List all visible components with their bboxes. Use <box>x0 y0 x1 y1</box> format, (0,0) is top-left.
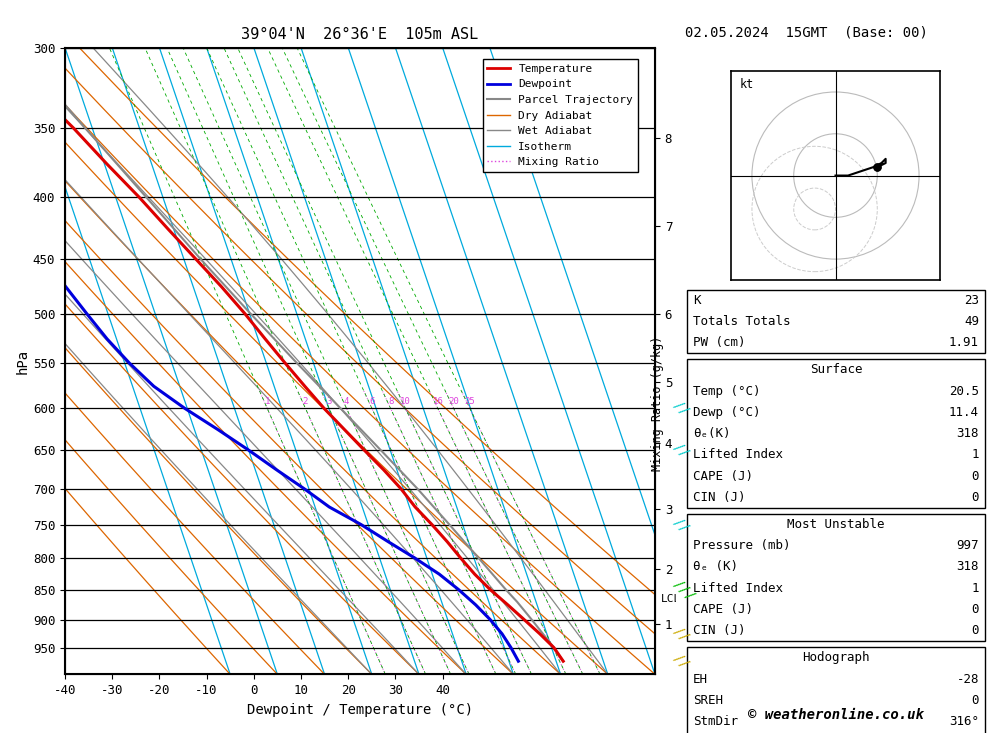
Text: θₑ(K): θₑ(K) <box>693 427 731 440</box>
Text: //: // <box>670 397 692 419</box>
Text: CAPE (J): CAPE (J) <box>693 603 753 616</box>
Text: SREH: SREH <box>693 694 723 707</box>
Text: 8: 8 <box>388 397 393 406</box>
Text: CIN (J): CIN (J) <box>693 625 746 637</box>
Text: kt: kt <box>739 78 754 91</box>
Text: 2: 2 <box>303 397 308 406</box>
Text: 16: 16 <box>432 397 443 406</box>
Title: 39°04'N  26°36'E  105m ASL: 39°04'N 26°36'E 105m ASL <box>241 27 479 43</box>
Text: Lifted Index: Lifted Index <box>693 582 783 594</box>
Text: 0: 0 <box>972 625 979 637</box>
Text: -28: -28 <box>957 673 979 685</box>
Text: 1: 1 <box>972 449 979 461</box>
X-axis label: Dewpoint / Temperature (°C): Dewpoint / Temperature (°C) <box>247 703 473 717</box>
Text: Surface: Surface <box>810 364 862 376</box>
Text: 25: 25 <box>465 397 475 406</box>
Text: 997: 997 <box>957 539 979 552</box>
Text: 6: 6 <box>369 397 375 406</box>
Text: 20.5: 20.5 <box>949 385 979 397</box>
Text: Pressure (mb): Pressure (mb) <box>693 539 791 552</box>
Text: θₑ (K): θₑ (K) <box>693 561 738 573</box>
Text: 1.91: 1.91 <box>949 336 979 349</box>
Text: StmDir: StmDir <box>693 715 738 728</box>
Text: © weatheronline.co.uk: © weatheronline.co.uk <box>748 707 924 722</box>
Text: 4: 4 <box>344 397 349 406</box>
Text: 20: 20 <box>448 397 459 406</box>
Text: 0: 0 <box>972 491 979 504</box>
Text: 11.4: 11.4 <box>949 406 979 419</box>
Text: 0: 0 <box>972 694 979 707</box>
Text: //: // <box>670 439 692 461</box>
Text: 1: 1 <box>265 397 270 406</box>
Text: 0: 0 <box>972 603 979 616</box>
Text: Most Unstable: Most Unstable <box>787 518 885 531</box>
Text: 49: 49 <box>964 315 979 328</box>
Y-axis label: hPa: hPa <box>16 348 30 374</box>
Text: 1: 1 <box>972 582 979 594</box>
Text: //: // <box>670 514 692 536</box>
Text: //: // <box>670 623 692 644</box>
Text: Mixing Ratio (g/kg): Mixing Ratio (g/kg) <box>652 336 664 471</box>
Text: 3: 3 <box>326 397 332 406</box>
Text: EH: EH <box>693 673 708 685</box>
Text: CAPE (J): CAPE (J) <box>693 470 753 482</box>
Text: 0: 0 <box>972 470 979 482</box>
Text: Lifted Index: Lifted Index <box>693 449 783 461</box>
Text: PW (cm): PW (cm) <box>693 336 746 349</box>
Text: 316°: 316° <box>949 715 979 728</box>
Text: 23: 23 <box>964 294 979 306</box>
Text: Temp (°C): Temp (°C) <box>693 385 761 397</box>
Text: 10: 10 <box>400 397 411 406</box>
Text: Totals Totals: Totals Totals <box>693 315 791 328</box>
Text: 02.05.2024  15GMT  (Base: 00): 02.05.2024 15GMT (Base: 00) <box>685 26 928 40</box>
Text: ///: /// <box>670 576 698 603</box>
Text: LCL: LCL <box>661 594 681 604</box>
Text: CIN (J): CIN (J) <box>693 491 746 504</box>
Legend: Temperature, Dewpoint, Parcel Trajectory, Dry Adiabat, Wet Adiabat, Isotherm, Mi: Temperature, Dewpoint, Parcel Trajectory… <box>483 59 638 172</box>
Text: //: // <box>670 650 692 672</box>
Text: Hodograph: Hodograph <box>802 652 870 664</box>
Text: 318: 318 <box>957 427 979 440</box>
Text: 318: 318 <box>957 561 979 573</box>
Text: K: K <box>693 294 701 306</box>
Text: Dewp (°C): Dewp (°C) <box>693 406 761 419</box>
